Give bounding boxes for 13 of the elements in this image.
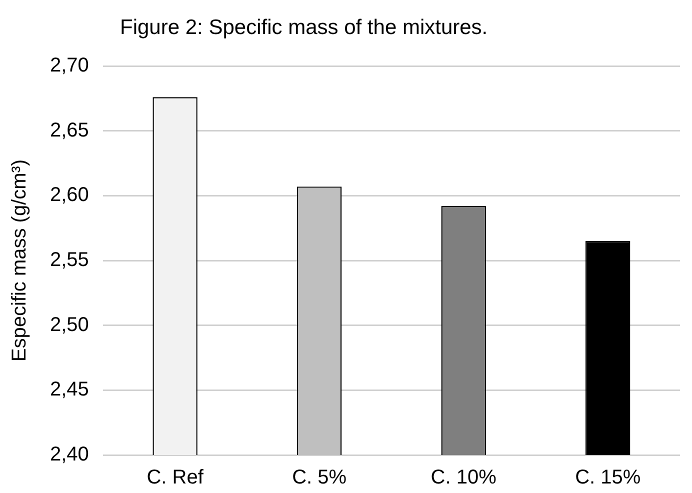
x-tick-label: C. Ref (146, 466, 204, 489)
y-tick-label: 2,70 (50, 54, 89, 77)
chart-title: Figure 2: Specific mass of the mixtures. (120, 16, 488, 40)
y-tick-label: 2,45 (50, 378, 89, 401)
y-axis-title: Especific mass (g/cm³) (8, 159, 31, 362)
y-tick-label: 2,60 (50, 184, 89, 206)
y-tick-label: 2,40 (50, 444, 89, 466)
y-tick-label: 2,55 (50, 249, 89, 272)
y-tick-label: 2,65 (50, 119, 89, 142)
x-tick-label: C. 5% (292, 466, 347, 489)
x-tick-label: C. 10% (430, 466, 497, 489)
x-tick-label: C. 15% (575, 466, 641, 489)
y-tick-label: 2,50 (50, 314, 89, 336)
